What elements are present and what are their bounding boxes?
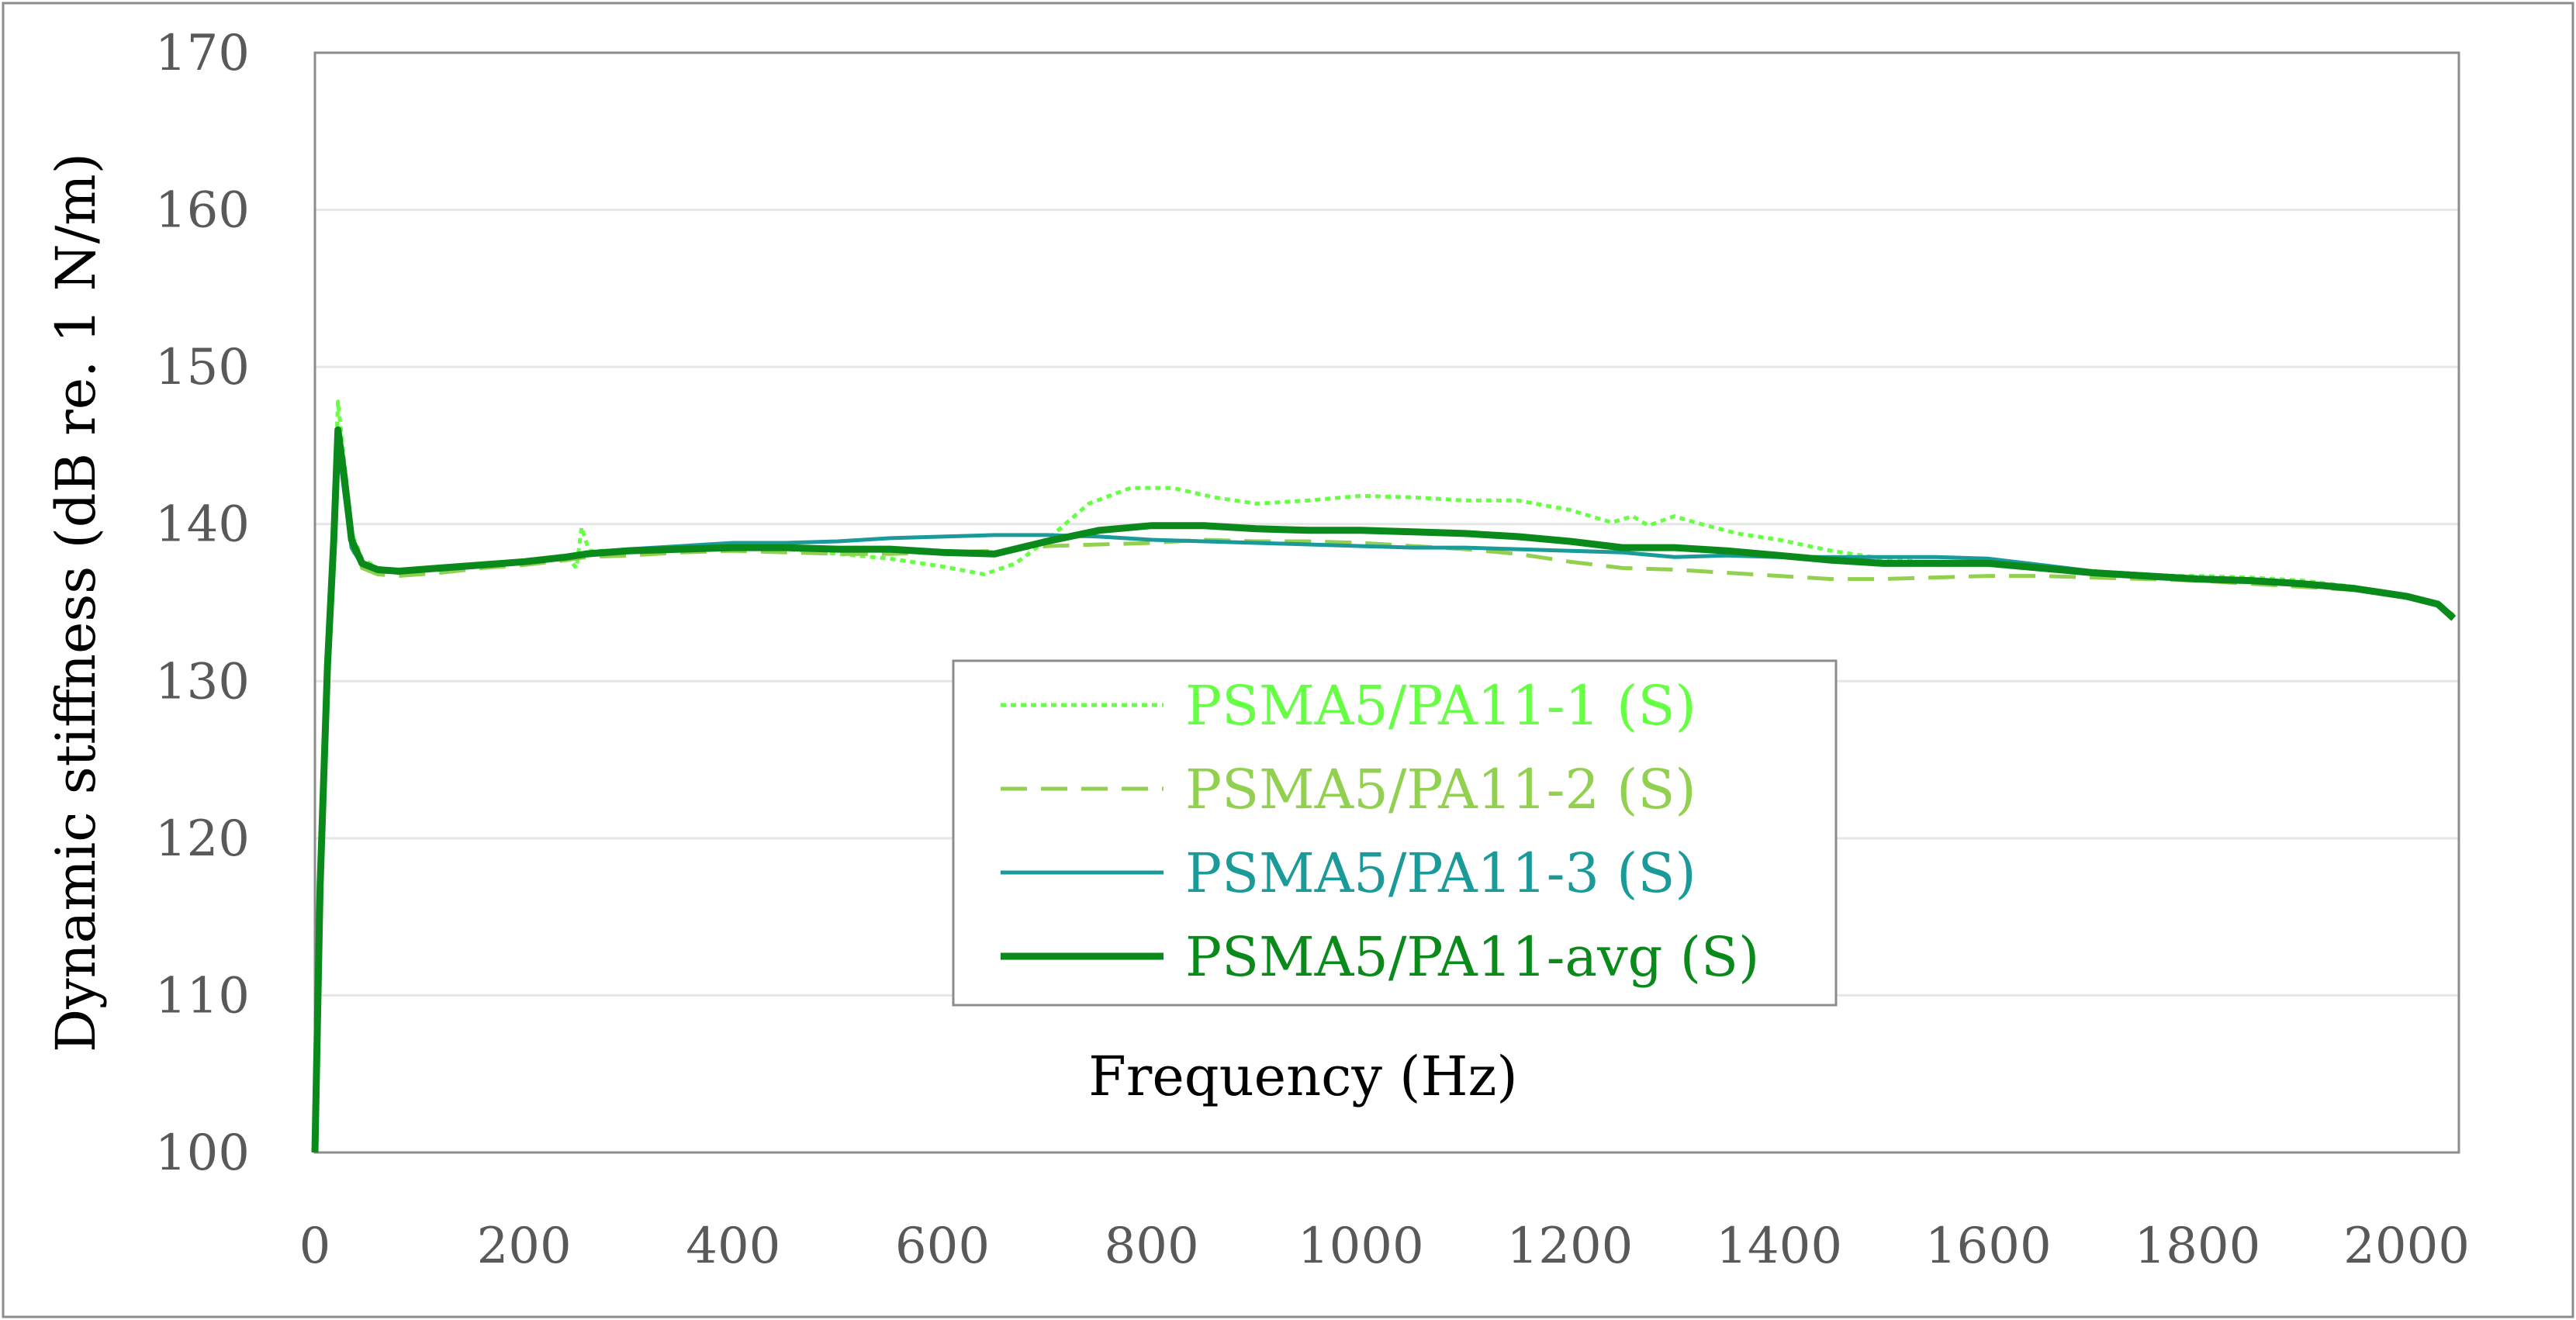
x-tick-label: 400 [686,1218,780,1275]
y-tick-label: 150 [155,339,250,396]
y-tick-label: 100 [155,1125,250,1182]
legend-label-3: PSMA5/PA11-3 (S) [1185,841,1696,905]
legend-label-2: PSMA5/PA11-2 (S) [1185,758,1696,821]
x-tick-label: 1600 [1925,1218,2052,1275]
x-axis-tick-labels: 0 200 400 600 800 1000 1200 1400 1600 1800 2000 [299,1218,2470,1275]
y-tick-label: 170 [155,25,250,82]
x-tick-label: 1200 [1507,1218,1634,1275]
y-axis-tick-labels: 100 110 120 130 140 150 160 170 [155,25,250,1182]
legend-label-1: PSMA5/PA11-1 (S) [1185,674,1696,738]
x-tick-label: 0 [299,1218,331,1275]
legend-label-4: PSMA5/PA11-avg (S) [1185,925,1759,989]
x-tick-label: 800 [1105,1218,1199,1275]
x-tick-label: 1000 [1298,1218,1424,1275]
gridlines [315,209,2459,997]
series-lines [311,399,2457,1153]
y-tick-label: 160 [155,182,250,240]
x-tick-label: 1400 [1716,1218,1842,1275]
y-tick-label: 120 [155,810,250,868]
x-tick-label: 1800 [2134,1218,2260,1275]
legend-box [952,659,1838,1007]
y-axis-title: Dynamic stiffness (dB re. 1 N/m) [44,153,108,1052]
legend: PSMA5/PA11-1 (S) PSMA5/PA11-2 (S) PSMA5/PA… [952,659,1838,1007]
x-tick-label: 2000 [2343,1218,2470,1275]
y-tick-label: 110 [155,967,250,1025]
x-tick-label: 200 [477,1218,572,1275]
y-tick-label: 130 [155,653,250,710]
x-tick-label: 600 [895,1218,990,1275]
series-line-4 [311,426,2457,1153]
y-tick-label: 140 [155,496,250,554]
x-axis-title: Frequency (Hz) [1088,1045,1517,1108]
plot-area-border [313,51,2460,1154]
